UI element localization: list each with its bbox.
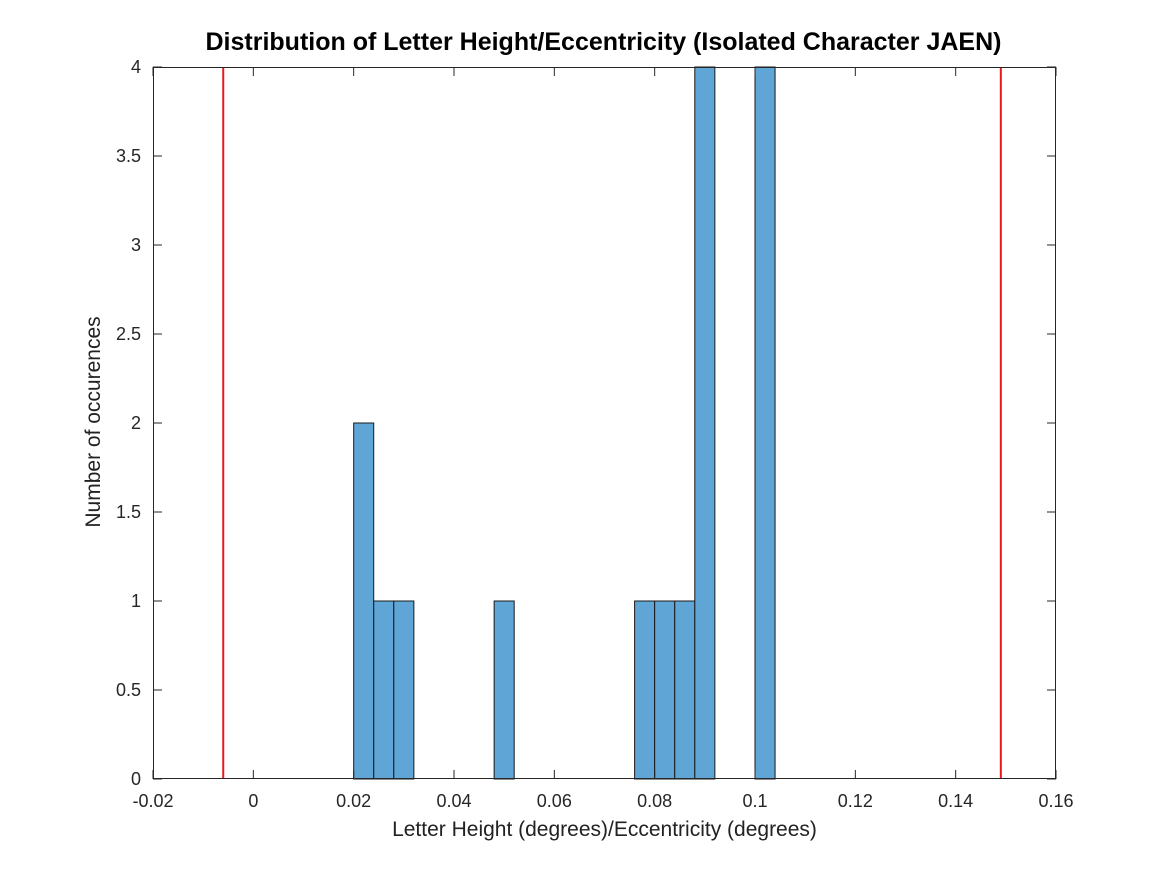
x-tick-label: 0 [248, 791, 258, 811]
x-tick-label: 0.12 [838, 791, 873, 811]
y-tick-label: 0.5 [116, 680, 141, 700]
histogram-bar [654, 600, 676, 780]
histogram-bar [674, 600, 696, 780]
y-tick-label: 1 [131, 591, 141, 611]
histogram-bar [634, 600, 656, 780]
histogram-bar [373, 600, 395, 780]
y-tick-label: 3 [131, 235, 141, 255]
y-tick-label: 0 [131, 769, 141, 789]
y-tick-label: 4 [131, 57, 141, 77]
y-tick-label: 3.5 [116, 146, 141, 166]
x-tick-label: 0.02 [336, 791, 371, 811]
y-tick-label: 1.5 [116, 502, 141, 522]
histogram-bar [754, 66, 776, 780]
x-tick-label: 0.04 [436, 791, 471, 811]
y-tick-label: 2 [131, 413, 141, 433]
x-axis-label: Letter Height (degrees)/Eccentricity (de… [392, 818, 817, 841]
x-tick-label: -0.02 [132, 791, 173, 811]
x-tick-label: 0.06 [537, 791, 572, 811]
histogram-bar [493, 600, 515, 780]
x-tick-label: 0.16 [1038, 791, 1073, 811]
histogram-bar [393, 600, 415, 780]
plot-area [153, 67, 1056, 779]
x-tick-label: 0.14 [938, 791, 973, 811]
x-tick-label: 0.08 [637, 791, 672, 811]
histogram-bar [353, 422, 375, 780]
chart-title: Distribution of Letter Height/Eccentrici… [205, 28, 1002, 56]
histogram-bar [694, 66, 716, 780]
y-axis-label: Number of occurences [82, 316, 105, 528]
y-tick-label: 2.5 [116, 324, 141, 344]
x-tick-label: 0.1 [742, 791, 767, 811]
